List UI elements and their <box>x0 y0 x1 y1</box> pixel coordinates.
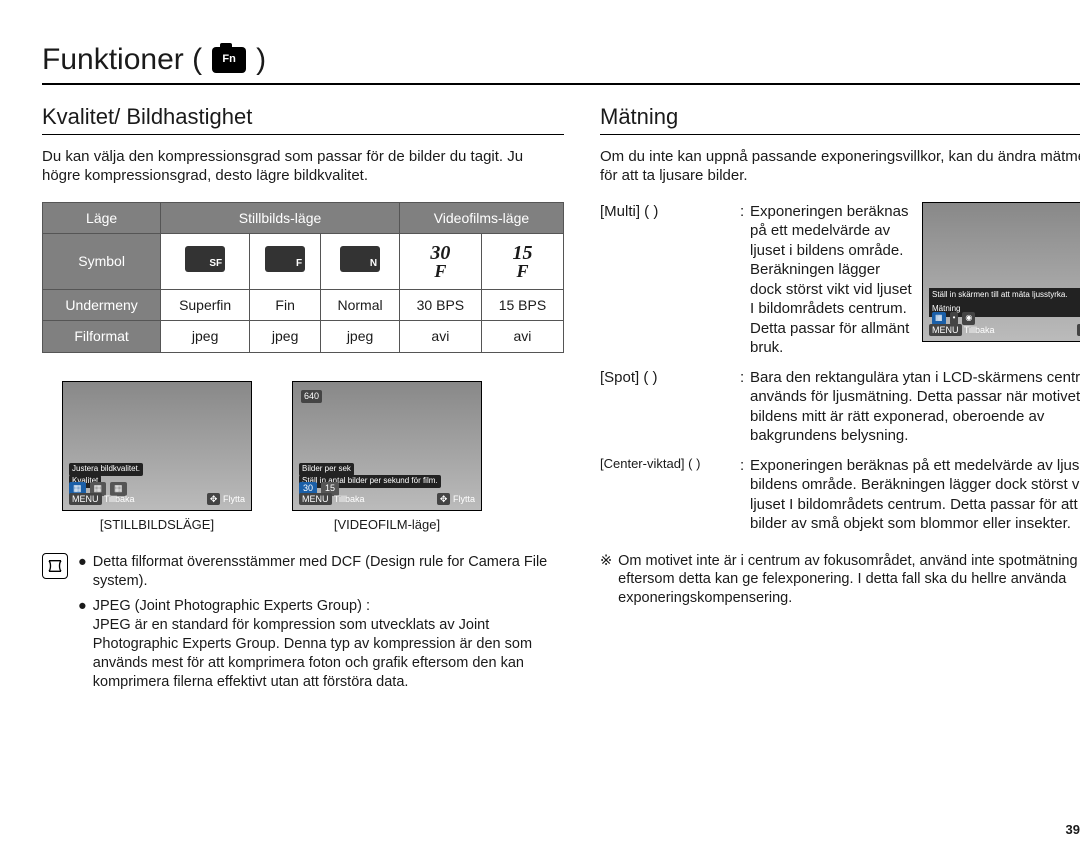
preview-still: Justera bildkvalitet. Kvalitet ▦ ▦ ▦ MEN… <box>62 381 252 511</box>
bullet-icon: ● <box>78 553 87 591</box>
menu-tag-3: MENU <box>929 324 962 336</box>
quality-sf-icon <box>185 246 225 272</box>
still-back: Tillbaka <box>104 494 135 504</box>
caption-still: [STILLBILDSLÄGE] <box>62 517 252 534</box>
caption-video: [VIDEOFILM-läge] <box>292 517 482 534</box>
cell-sym-f <box>250 233 321 289</box>
quality-n-icon <box>340 246 380 272</box>
cell-sym-15: 15 F <box>481 233 563 289</box>
meter-back: Tillbaka <box>964 325 995 335</box>
note-icon <box>42 553 68 579</box>
still-move: Flytta <box>223 494 245 504</box>
video-move: Flytta <box>453 494 475 504</box>
rate-30-icon: 30 F <box>404 240 477 283</box>
desc-center: Exponeringen beräknas på ett medelvärde … <box>750 456 1080 534</box>
video-menu1: Bilder per sek <box>299 463 354 475</box>
heading-quality: Kvalitet/ Bildhastighet <box>42 103 564 135</box>
cell-fmt-4: avi <box>481 321 563 352</box>
cell-sub-1: Fin <box>250 290 321 321</box>
label-spot: [Spot] ( ) <box>600 368 740 388</box>
still-menu1: Justera bildkvalitet. <box>69 463 143 475</box>
rate-15-icon: 15 F <box>486 240 559 283</box>
meter-opt-center-icon: ◉ <box>962 312 975 324</box>
column-quality: Kvalitet/ Bildhastighet Du kan välja den… <box>42 103 564 697</box>
table-quality: Läge Stillbilds-läge Videofilms-läge Sym… <box>42 202 564 353</box>
title-close: ) <box>256 40 266 79</box>
th-mode: Läge <box>43 202 161 233</box>
bullet-icon: ● <box>78 597 87 691</box>
tag-640: 640 <box>301 390 322 404</box>
page-title: Funktioner ( Fn ) <box>42 40 1080 85</box>
quality-f-icon <box>265 246 305 272</box>
heading-metering: Mätning <box>600 103 1080 135</box>
cell-fmt-1: jpeg <box>250 321 321 352</box>
cell-sym-n <box>321 233 400 289</box>
fn-camera-icon: Fn <box>212 47 246 73</box>
title-text: Funktioner ( <box>42 40 202 79</box>
menu-tag-2: MENU <box>299 493 332 505</box>
cell-sym-30: 30 F <box>399 233 481 289</box>
label-multi: [Multi] ( ) <box>600 202 740 222</box>
intro-metering: Om du inte kan uppnå passande exponering… <box>600 147 1080 186</box>
th-still: Stillbilds-läge <box>161 202 400 233</box>
note-2-body: JPEG är en standard för kompression som … <box>93 617 532 690</box>
cell-fmt-2: jpeg <box>321 321 400 352</box>
th-video: Videofilms-läge <box>399 202 563 233</box>
cell-sym-sf <box>161 233 250 289</box>
preview-metering: Ställ in skärmen till att mäta ljusstyrk… <box>922 202 1080 342</box>
cell-sub-2: Normal <box>321 290 400 321</box>
meter-opt-multi-icon: ▦ <box>932 312 946 324</box>
row-format: Filformat <box>43 321 161 352</box>
row-submenu: Undermeny <box>43 290 161 321</box>
page-number: 39 <box>1066 822 1080 839</box>
video-back: Tillbaka <box>334 494 365 504</box>
note-1: Detta filformat överensstämmer med DCF (… <box>93 553 564 591</box>
footnote-text: Om motivet inte är i centrum av fokusomr… <box>618 552 1080 609</box>
dpad-icon: ✥ <box>207 493 221 505</box>
meter-line1: Ställ in skärmen till att mäta ljusstyrk… <box>929 288 1080 302</box>
meter-opt-spot-icon: • <box>950 312 959 324</box>
preview-video: 640 Bilder per sek Ställ in antal bilder… <box>292 381 482 511</box>
dpad-icon-2: ✥ <box>437 493 451 505</box>
cell-sub-3: 30 BPS <box>399 290 481 321</box>
cell-fmt-0: jpeg <box>161 321 250 352</box>
cell-fmt-3: avi <box>399 321 481 352</box>
footnote-symbol: ※ <box>600 552 612 609</box>
intro-quality: Du kan välja den kompressionsgrad som pa… <box>42 147 564 186</box>
row-symbol: Symbol <box>43 233 161 289</box>
desc-spot: Bara den rektangulära ytan i LCD-skärmen… <box>750 368 1080 446</box>
note-2-head: JPEG (Joint Photographic Experts Group) … <box>93 598 370 614</box>
cell-sub-4: 15 BPS <box>481 290 563 321</box>
column-metering: Mätning Om du inte kan uppnå passande ex… <box>600 103 1080 697</box>
menu-tag: MENU <box>69 493 102 505</box>
cell-sub-0: Superfin <box>161 290 250 321</box>
desc-multi: Exponeringen beräknas på ett medelvärde … <box>750 202 914 358</box>
label-center: [Center-viktad] ( ) <box>600 456 740 473</box>
